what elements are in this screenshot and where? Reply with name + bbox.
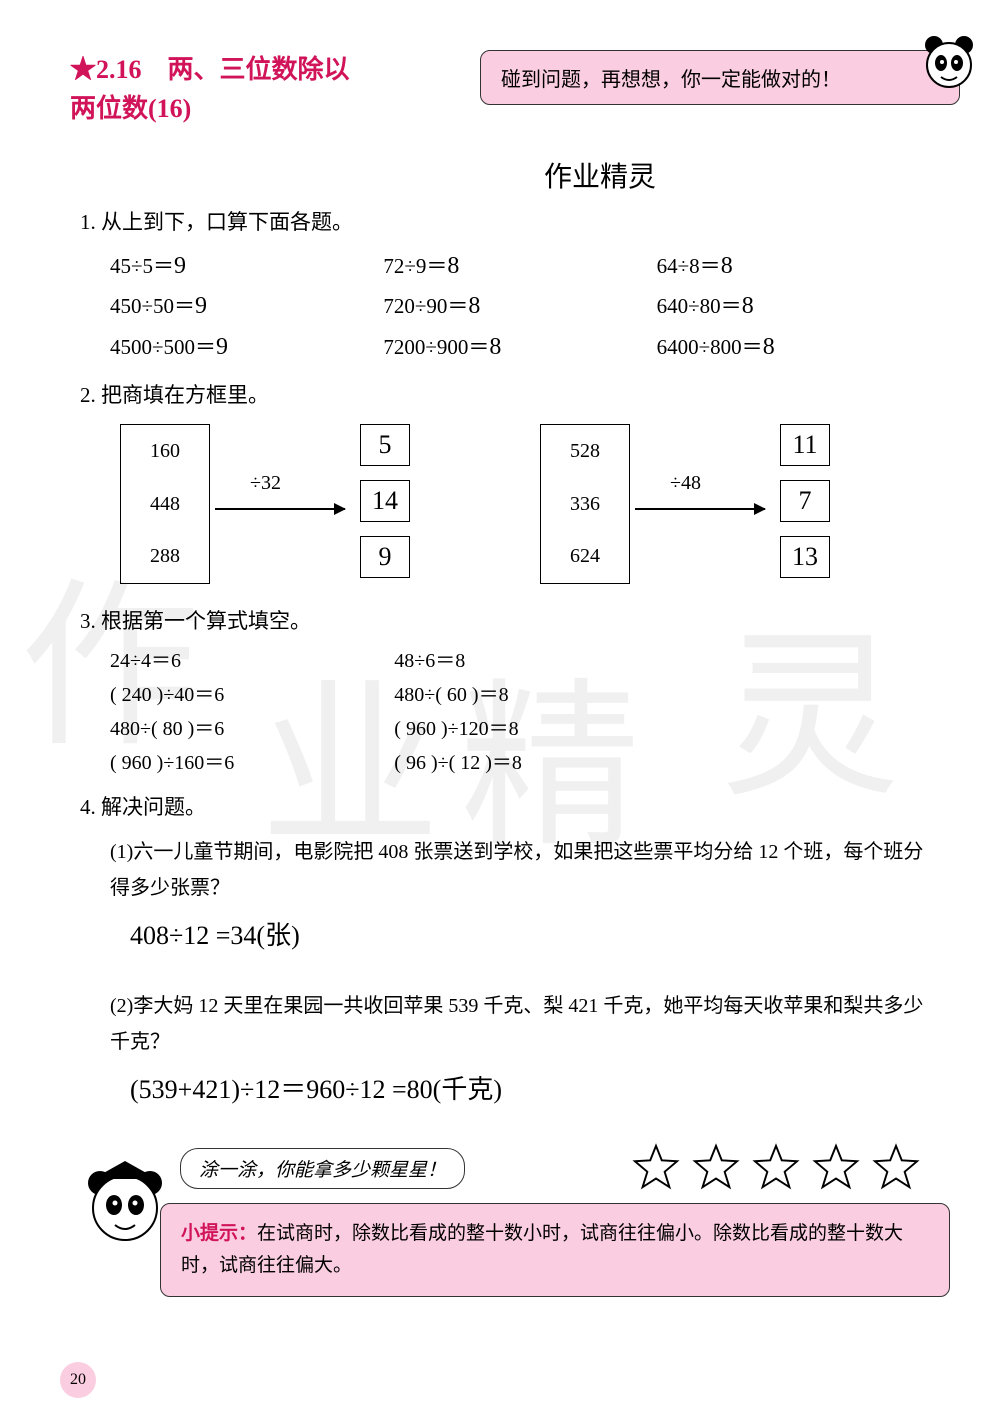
tip-label: 小提示： bbox=[181, 1223, 257, 1244]
in-val: 288 bbox=[121, 530, 209, 583]
p2-label: 2. 把商填在方框里。 bbox=[80, 378, 930, 414]
star-section: 涂一涂，你能拿多少颗星星！ 小提示：在试商时，除数比看成的整十数小时，试商往往偏… bbox=[70, 1143, 930, 1323]
hint-text: 碰到问题，再想想，你一定能做对的！ bbox=[501, 63, 841, 92]
output-boxes: 5 14 9 bbox=[360, 424, 410, 578]
tip-text: 在试商时，除数比看成的整十数小时，试商往往偏小。除数比看成的整十数大时，试商往往… bbox=[181, 1223, 903, 1276]
input-box: 160 448 288 bbox=[120, 424, 210, 584]
out-val: 13 bbox=[780, 536, 830, 578]
p4-q1: (1)六一儿童节期间，电影院把 408 张票送到学校，如果把这些票平均分给 12… bbox=[80, 834, 930, 906]
p1-ans: 8 bbox=[742, 286, 754, 327]
p1-row-2: 4500÷500＝9 7200÷900＝8 6400÷800＝8 bbox=[80, 327, 930, 368]
p4-q2: (2)李大妈 12 天里在果园一共收回苹果 539 千克、梨 421 千克，她平… bbox=[80, 988, 930, 1060]
header: ★2.16 两、三位数除以 两位数(16) 碰到问题，再想想，你一定能做对的！ bbox=[70, 50, 930, 150]
p1-expr: 72÷9＝ bbox=[383, 254, 447, 278]
panda-icon bbox=[919, 33, 979, 93]
star-icon bbox=[632, 1143, 680, 1191]
p3-line: 24÷4＝6 bbox=[110, 644, 234, 678]
page-number: 20 bbox=[60, 1362, 96, 1398]
tip-box: 小提示：在试商时，除数比看成的整十数小时，试商往往偏小。除数比看成的整十数大时，… bbox=[160, 1203, 950, 1298]
p1-expr: 450÷50＝ bbox=[110, 294, 195, 318]
problem-3: 3. 根据第一个算式填空。 24÷4＝6 ( 240 )÷40＝6 480÷( … bbox=[80, 604, 930, 781]
p1-ans: 9 bbox=[195, 286, 207, 327]
p3-line: 48÷6＝8 bbox=[394, 644, 522, 678]
star-icon bbox=[692, 1143, 740, 1191]
p1-ans: 8 bbox=[447, 246, 459, 287]
stars-row bbox=[632, 1143, 920, 1191]
hint-box: 碰到问题，再想想，你一定能做对的！ bbox=[480, 50, 960, 105]
p1-ans: 9 bbox=[174, 246, 186, 287]
p1-expr: 6400÷800＝ bbox=[657, 335, 763, 359]
p1-expr: 4500÷500＝ bbox=[110, 335, 216, 359]
star-icon bbox=[752, 1143, 800, 1191]
star-icon: ★ bbox=[70, 55, 96, 84]
diagram-0: 160 448 288 ÷32 5 14 9 bbox=[120, 424, 480, 594]
p3-label: 3. 根据第一个算式填空。 bbox=[80, 604, 930, 640]
p4-label: 4. 解决问题。 bbox=[80, 790, 930, 826]
out-val: 11 bbox=[780, 424, 830, 466]
input-box: 528 336 624 bbox=[540, 424, 630, 584]
p3-line: ( 96 )÷( 12 )＝8 bbox=[394, 746, 522, 780]
in-val: 624 bbox=[541, 530, 629, 583]
output-boxes: 11 7 13 bbox=[780, 424, 830, 578]
problem-1: 1. 从上到下，口算下面各题。 45÷5＝9 72÷9＝8 64÷8＝8 450… bbox=[80, 205, 930, 368]
handwritten-title: 作业精灵 bbox=[270, 155, 930, 195]
star-icon bbox=[872, 1143, 920, 1191]
arrow-icon bbox=[215, 494, 345, 524]
diagram-1: 528 336 624 ÷48 11 7 13 bbox=[540, 424, 900, 594]
star-bubble: 涂一涂，你能拿多少颗星星！ bbox=[180, 1148, 465, 1189]
p1-ans: 8 bbox=[468, 286, 480, 327]
p1-ans: 9 bbox=[216, 327, 228, 368]
title-line-2: 两位数(16) bbox=[70, 94, 191, 123]
in-val: 528 bbox=[541, 425, 629, 478]
p4-a1: 408÷12 =34(张) bbox=[80, 914, 930, 958]
p3-line: ( 960 )÷120＝8 bbox=[394, 712, 522, 746]
p1-ans: 8 bbox=[721, 246, 733, 287]
p1-expr: 45÷5＝ bbox=[110, 254, 174, 278]
p3-line: 480÷( 80 )＝6 bbox=[110, 712, 234, 746]
out-val: 14 bbox=[360, 480, 410, 522]
out-val: 5 bbox=[360, 424, 410, 466]
p3-right-col: 48÷6＝8 480÷( 60 )＝8 ( 960 )÷120＝8 ( 96 )… bbox=[394, 644, 522, 780]
problem-4: 4. 解决问题。 (1)六一儿童节期间，电影院把 408 张票送到学校，如果把这… bbox=[80, 790, 930, 1112]
p3-line: ( 240 )÷40＝6 bbox=[110, 678, 234, 712]
section-title: ★2.16 两、三位数除以 两位数(16) bbox=[70, 50, 350, 128]
p3-line: 480÷( 60 )＝8 bbox=[394, 678, 522, 712]
p1-expr: 7200÷900＝ bbox=[383, 335, 489, 359]
in-val: 160 bbox=[121, 425, 209, 478]
p4-a2: (539+421)÷12＝960÷12 =80(千克) bbox=[80, 1068, 930, 1112]
in-val: 448 bbox=[121, 477, 209, 530]
out-val: 7 bbox=[780, 480, 830, 522]
p3-left-col: 24÷4＝6 ( 240 )÷40＝6 480÷( 80 )＝6 ( 960 )… bbox=[110, 644, 234, 780]
p3-line: ( 960 )÷160＝6 bbox=[110, 746, 234, 780]
p1-row-0: 45÷5＝9 72÷9＝8 64÷8＝8 bbox=[80, 246, 930, 287]
p1-label: 1. 从上到下，口算下面各题。 bbox=[80, 205, 930, 241]
p1-ans: 8 bbox=[489, 327, 501, 368]
p1-expr: 640÷80＝ bbox=[657, 294, 742, 318]
p1-expr: 64÷8＝ bbox=[657, 254, 721, 278]
p1-expr: 720÷90＝ bbox=[383, 294, 468, 318]
in-val: 336 bbox=[541, 477, 629, 530]
p1-row-1: 450÷50＝9 720÷90＝8 640÷80＝8 bbox=[80, 286, 930, 327]
arrow-icon bbox=[635, 494, 765, 524]
p1-ans: 8 bbox=[763, 327, 775, 368]
star-icon bbox=[812, 1143, 860, 1191]
problem-2: 2. 把商填在方框里。 160 448 288 ÷32 5 14 9 528 3… bbox=[80, 378, 930, 594]
title-line-1: 2.16 两、三位数除以 bbox=[96, 55, 350, 84]
out-val: 9 bbox=[360, 536, 410, 578]
